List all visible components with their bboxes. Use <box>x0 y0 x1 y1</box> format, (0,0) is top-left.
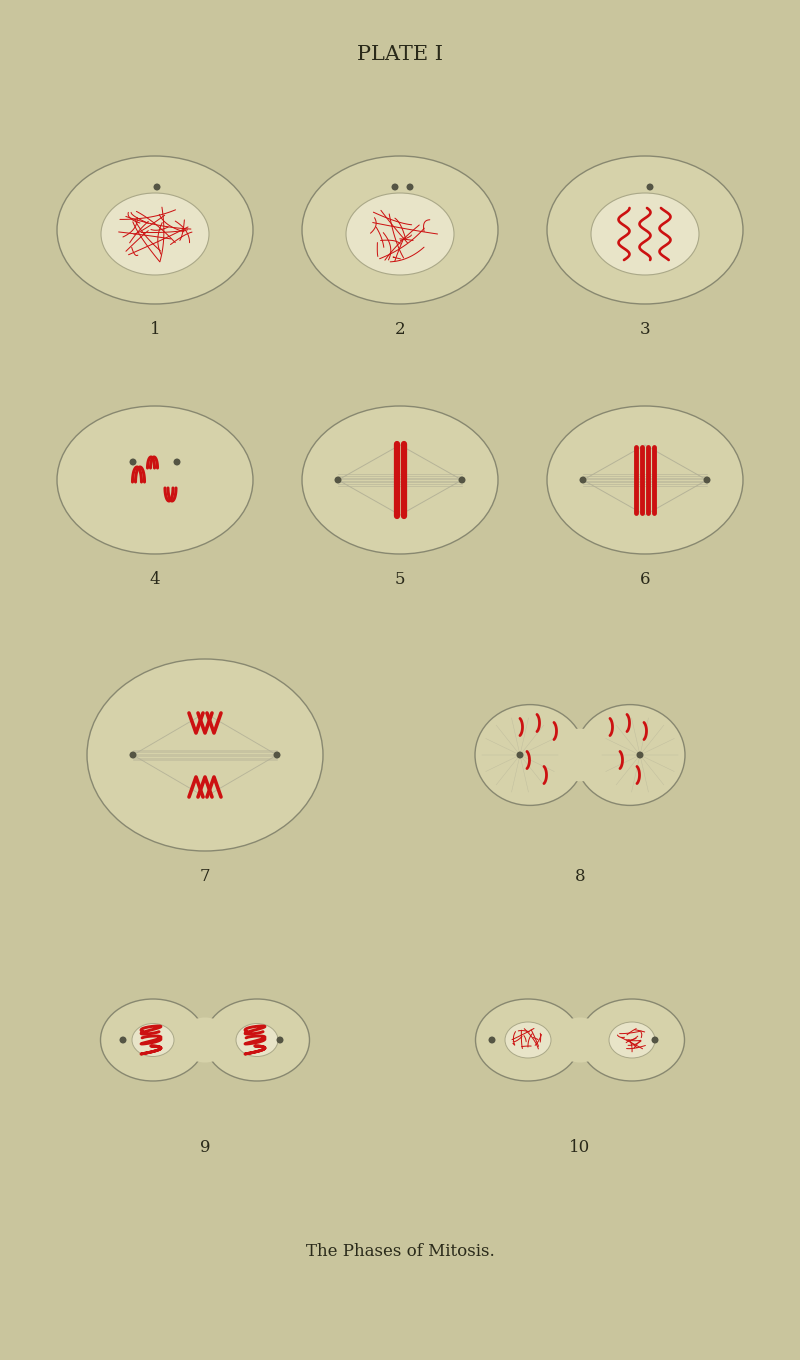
Ellipse shape <box>57 407 253 554</box>
Text: 4: 4 <box>150 571 160 588</box>
Ellipse shape <box>579 1000 685 1081</box>
Circle shape <box>458 476 466 484</box>
Ellipse shape <box>553 729 607 782</box>
Ellipse shape <box>346 193 454 275</box>
Ellipse shape <box>547 407 743 554</box>
Ellipse shape <box>609 1021 655 1058</box>
Ellipse shape <box>132 1024 174 1057</box>
Circle shape <box>646 184 654 190</box>
Text: 5: 5 <box>394 571 406 588</box>
Circle shape <box>391 184 398 190</box>
Ellipse shape <box>302 156 498 305</box>
Ellipse shape <box>101 1000 206 1081</box>
Circle shape <box>517 752 523 759</box>
Ellipse shape <box>57 156 253 305</box>
Ellipse shape <box>575 704 685 805</box>
Ellipse shape <box>87 660 323 851</box>
Ellipse shape <box>475 1000 581 1081</box>
Text: 6: 6 <box>640 571 650 588</box>
Circle shape <box>406 184 414 190</box>
Circle shape <box>130 752 137 759</box>
Ellipse shape <box>475 704 585 805</box>
Ellipse shape <box>101 193 209 275</box>
Circle shape <box>334 476 342 484</box>
Text: 3: 3 <box>640 321 650 339</box>
Circle shape <box>579 476 586 484</box>
Circle shape <box>174 458 181 465</box>
Ellipse shape <box>236 1024 278 1057</box>
Ellipse shape <box>547 156 743 305</box>
Ellipse shape <box>591 193 699 275</box>
Text: The Phases of Mitosis.: The Phases of Mitosis. <box>306 1243 494 1261</box>
Text: 10: 10 <box>570 1140 590 1156</box>
Ellipse shape <box>505 1021 551 1058</box>
Text: PLATE I: PLATE I <box>357 45 443 64</box>
Circle shape <box>119 1036 126 1043</box>
Circle shape <box>651 1036 658 1043</box>
Circle shape <box>130 458 137 465</box>
Circle shape <box>489 1036 495 1043</box>
Text: 1: 1 <box>150 321 160 339</box>
Text: 7: 7 <box>200 868 210 885</box>
Text: 8: 8 <box>574 868 586 885</box>
Circle shape <box>154 184 161 190</box>
Text: 9: 9 <box>200 1140 210 1156</box>
Circle shape <box>637 752 643 759</box>
Circle shape <box>277 1036 283 1043</box>
Ellipse shape <box>180 1017 230 1062</box>
Ellipse shape <box>555 1017 605 1062</box>
Circle shape <box>274 752 281 759</box>
Ellipse shape <box>302 407 498 554</box>
Text: 2: 2 <box>394 321 406 339</box>
Ellipse shape <box>205 1000 310 1081</box>
Circle shape <box>703 476 710 484</box>
